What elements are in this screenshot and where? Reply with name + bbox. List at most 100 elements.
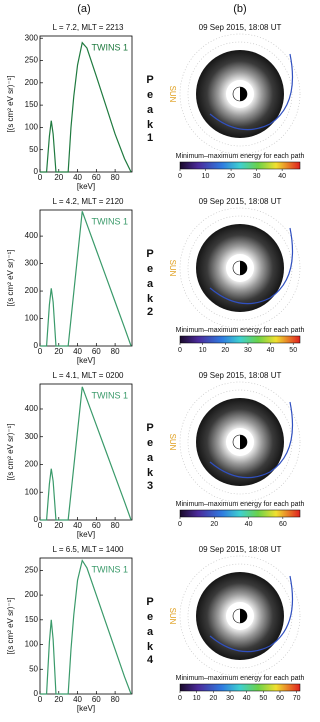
colorbar-tick-label: 0 bbox=[178, 521, 182, 528]
x-tick-label: 60 bbox=[92, 695, 101, 704]
x-tick-label: 20 bbox=[54, 695, 63, 704]
colorbar-tick-label: 20 bbox=[221, 347, 229, 354]
particle-path bbox=[209, 227, 294, 305]
earth-night bbox=[240, 87, 247, 101]
colorbar-tick-label: 70 bbox=[293, 695, 301, 702]
colorbar-tick-label: 20 bbox=[227, 173, 235, 180]
x-tick-label: 0 bbox=[38, 173, 43, 182]
x-tick-label: 80 bbox=[111, 695, 120, 704]
panel-label: (a) bbox=[77, 3, 90, 15]
peak-label: Peak bbox=[144, 596, 156, 656]
y-tick-label: 200 bbox=[25, 286, 39, 295]
colorbar-label: Minimum–maximum energy for each path bbox=[176, 153, 305, 160]
orbit-ring bbox=[179, 555, 301, 677]
image-title: 09 Sep 2015, 18:08 UT bbox=[199, 23, 282, 32]
x-tick-label: 40 bbox=[73, 695, 82, 704]
colorbar bbox=[179, 683, 301, 692]
y-tick-label: 100 bbox=[25, 314, 39, 323]
particle-path bbox=[209, 575, 294, 653]
data-line bbox=[40, 211, 132, 347]
earth-night bbox=[240, 435, 247, 449]
y-axis-label: [(s cm² eV sr)⁻¹] bbox=[6, 249, 15, 306]
y-tick-label: 200 bbox=[25, 590, 39, 599]
y-axis-label: [(s cm² eV sr)⁻¹] bbox=[6, 597, 15, 654]
peak-label: Peak bbox=[144, 422, 156, 482]
peak-number: 4 bbox=[147, 654, 154, 666]
plot-frame bbox=[39, 557, 133, 695]
colorbar bbox=[179, 161, 301, 170]
colorbar-tick-label: 40 bbox=[245, 521, 253, 528]
earth-night bbox=[240, 609, 247, 623]
y-tick-label: 50 bbox=[29, 664, 38, 673]
colorbar-label: Minimum–maximum energy for each path bbox=[176, 327, 305, 334]
colorbar-tick-label: 60 bbox=[276, 695, 284, 702]
colorbar-tick-label: 0 bbox=[178, 173, 182, 180]
y-tick-label: 250 bbox=[25, 565, 39, 574]
data-line bbox=[40, 41, 132, 173]
x-axis-label: [keV] bbox=[77, 356, 95, 365]
data-line bbox=[40, 386, 132, 521]
colorbar-tick-label: 30 bbox=[226, 695, 234, 702]
x-tick-label: 60 bbox=[92, 347, 101, 356]
colorbar bbox=[179, 509, 301, 518]
peak-number: 1 bbox=[147, 132, 153, 144]
image-title: 09 Sep 2015, 18:08 UT bbox=[199, 371, 282, 380]
colorbar-tick-label: 60 bbox=[279, 521, 287, 528]
legend-entry: TWINS 1 bbox=[91, 390, 128, 400]
legend-entry: TWINS 1 bbox=[91, 216, 128, 226]
legend-entry: TWINS 1 bbox=[91, 564, 128, 574]
y-axis-label: [(s cm² eV sr)⁻¹] bbox=[6, 423, 15, 480]
orbit-ring bbox=[179, 33, 301, 155]
colorbar-tick-label: 10 bbox=[202, 173, 210, 180]
y-tick-label: 400 bbox=[25, 231, 39, 240]
colorbar-tick-label: 20 bbox=[210, 521, 218, 528]
peak-number: 3 bbox=[147, 480, 153, 492]
y-tick-label: 300 bbox=[25, 259, 39, 268]
colorbar-tick-label: 0 bbox=[178, 347, 182, 354]
x-tick-label: 80 bbox=[111, 521, 120, 530]
y-tick-label: 0 bbox=[34, 167, 39, 176]
y-tick-label: 400 bbox=[25, 404, 39, 413]
colorbar-tick-label: 40 bbox=[278, 173, 286, 180]
y-axis-label: [(s cm² eV sr)⁻¹] bbox=[6, 75, 15, 132]
y-tick-label: 0 bbox=[34, 515, 39, 524]
x-tick-label: 40 bbox=[73, 521, 82, 530]
earth-night bbox=[240, 261, 247, 275]
x-tick-label: 80 bbox=[111, 347, 120, 356]
y-tick-label: 100 bbox=[25, 123, 39, 132]
y-tick-label: 50 bbox=[29, 145, 38, 154]
y-tick-label: 0 bbox=[34, 689, 39, 698]
x-tick-label: 60 bbox=[92, 173, 101, 182]
colorbar-tick-label: 40 bbox=[267, 347, 275, 354]
y-tick-label: 0 bbox=[34, 341, 39, 350]
plot-frame bbox=[39, 35, 133, 173]
sun-label: SUN bbox=[168, 86, 177, 103]
particle-path bbox=[209, 401, 294, 479]
chart-title: L = 4.1, MLT = 0200 bbox=[52, 371, 124, 380]
peak-number: 2 bbox=[147, 306, 153, 318]
colorbar-tick-label: 0 bbox=[178, 695, 182, 702]
x-tick-label: 0 bbox=[38, 521, 43, 530]
y-tick-label: 300 bbox=[25, 33, 39, 42]
y-tick-label: 150 bbox=[25, 615, 39, 624]
y-tick-label: 200 bbox=[25, 460, 39, 469]
y-tick-label: 250 bbox=[25, 56, 39, 65]
colorbar-tick-label: 50 bbox=[289, 347, 297, 354]
peak-label: Peak bbox=[144, 74, 156, 134]
y-tick-label: 100 bbox=[25, 640, 39, 649]
colorbar-tick-label: 40 bbox=[243, 695, 251, 702]
colorbar-tick-label: 50 bbox=[259, 695, 267, 702]
x-tick-label: 60 bbox=[92, 521, 101, 530]
orbit-ring bbox=[187, 215, 293, 321]
colorbar-label: Minimum–maximum energy for each path bbox=[176, 675, 305, 682]
plot-frame bbox=[39, 209, 133, 347]
x-axis-label: [keV] bbox=[77, 182, 95, 191]
sun-label: SUN bbox=[168, 260, 177, 277]
image-title: 09 Sep 2015, 18:08 UT bbox=[199, 197, 282, 206]
colorbar-tick-label: 30 bbox=[253, 173, 261, 180]
x-tick-label: 40 bbox=[73, 173, 82, 182]
x-axis-label: [keV] bbox=[77, 530, 95, 539]
orbit-ring bbox=[187, 41, 293, 147]
x-tick-label: 20 bbox=[54, 173, 63, 182]
y-tick-label: 300 bbox=[25, 432, 39, 441]
